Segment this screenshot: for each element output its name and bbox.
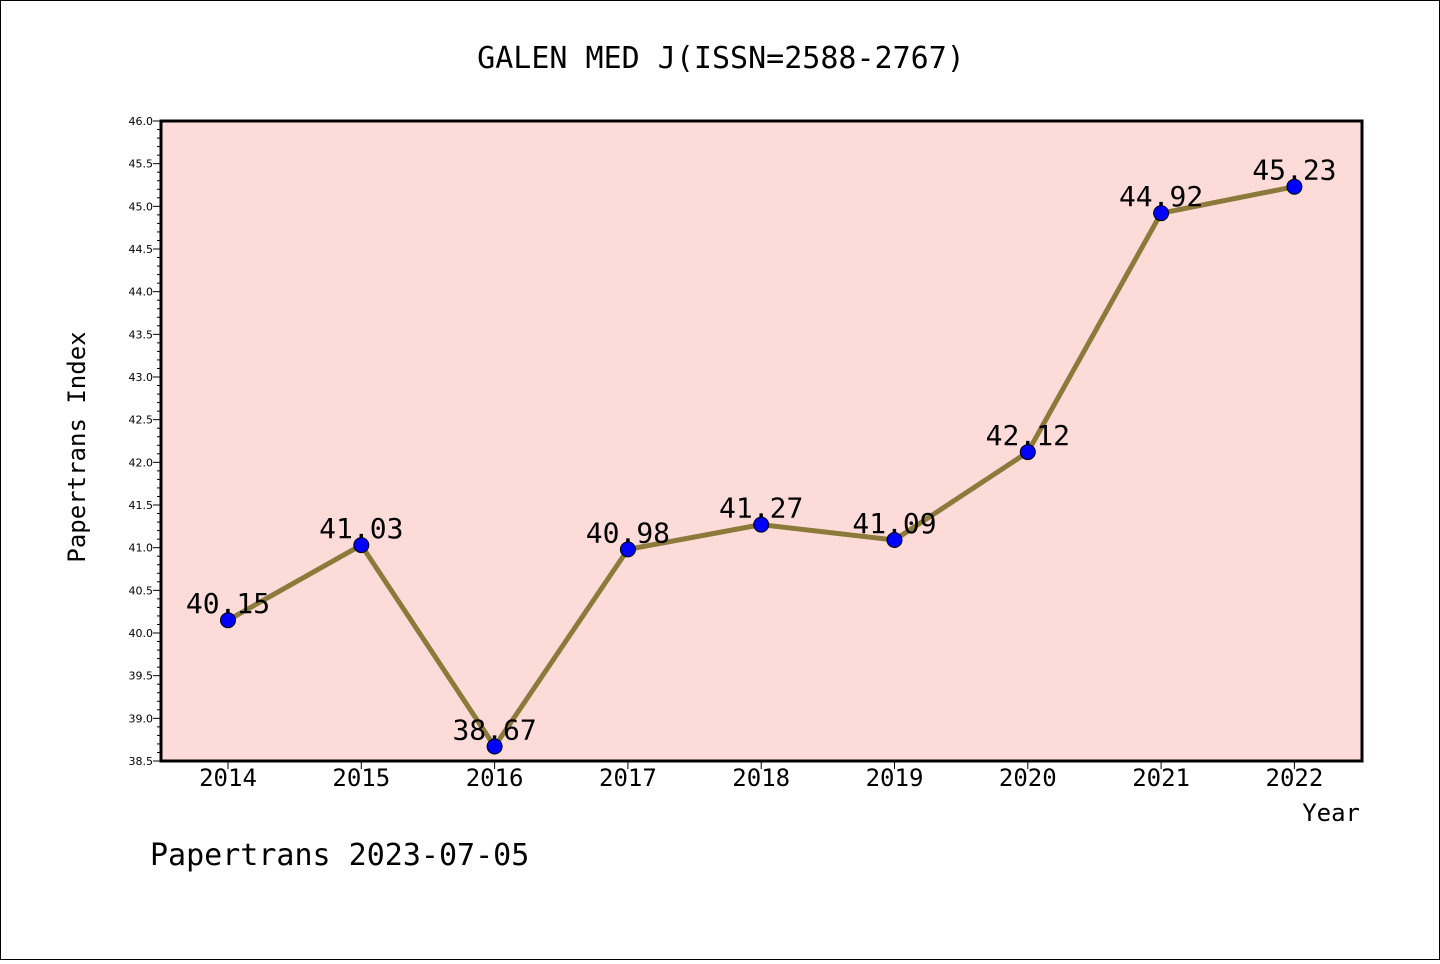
y-tick-label: 41.5 (129, 499, 154, 512)
x-axis-label: Year (1302, 799, 1360, 827)
y-tick-label: 38.5 (129, 755, 154, 768)
y-tick-label: 41.0 (129, 542, 154, 555)
y-tick-label: 43.5 (129, 328, 154, 341)
y-tick-label: 45.0 (129, 200, 154, 213)
data-label: 40.98 (586, 516, 670, 549)
y-tick-label: 43.0 (129, 371, 154, 384)
data-point (753, 516, 770, 533)
y-tick-label: 44.0 (129, 286, 154, 299)
data-label: 38.67 (452, 713, 536, 746)
y-tick-label: 39.0 (129, 712, 154, 725)
y-axis-label: Papertrans Index (63, 331, 91, 562)
data-point (220, 612, 236, 629)
x-tick-label: 2022 (1266, 764, 1324, 792)
data-label: 40.15 (186, 587, 270, 620)
data-point (619, 541, 636, 558)
y-tick-label: 44.5 (129, 243, 154, 256)
data-label: 42.12 (986, 419, 1070, 452)
x-tick-label: 2015 (332, 764, 390, 792)
x-tick-label: 2019 (866, 764, 924, 792)
y-tick-label: 40.0 (129, 627, 154, 640)
plot-area (159, 119, 1364, 763)
y-tick-label: 42.0 (129, 456, 154, 469)
data-label: 41.27 (719, 492, 803, 525)
data-label: 44.92 (1119, 180, 1203, 213)
y-tick-label: 39.5 (129, 670, 154, 683)
footer-text: Papertrans 2023-07-05 (150, 838, 529, 873)
data-point (1286, 178, 1303, 195)
y-tick-label: 45.5 (129, 158, 154, 171)
series-group (220, 178, 1303, 755)
data-point (1153, 205, 1170, 222)
data-point (1019, 444, 1036, 461)
x-tick-label: 2021 (1132, 764, 1190, 792)
x-tick-label: 2016 (466, 764, 524, 792)
data-point (486, 738, 503, 755)
x-tick-label: 2018 (732, 764, 790, 792)
x-axis: 2014 2015 2016 2017 2018 2019 2020 2021 2022 (199, 761, 1323, 792)
x-tick-label: 2020 (999, 764, 1057, 792)
x-tick-label: 2017 (599, 764, 657, 792)
chart-title: GALEN MED J(ISSN=2588-2767) (477, 41, 965, 76)
y-tick-label: 40.5 (129, 584, 154, 597)
x-tick-label: 2014 (199, 764, 257, 792)
data-label: 41.09 (852, 507, 936, 540)
data-point (353, 537, 370, 554)
y-tick-label: 46.0 (129, 115, 154, 128)
data-label: 45.23 (1252, 154, 1336, 187)
data-labels: 40.15 41.03 38.67 40.98 41.27 41.09 42.12 44.92… (186, 154, 1337, 747)
y-axis: 38.5 39.0 39.5 40.0 40.5 41.0 41.5 42.0 42.5 43.0… (129, 115, 161, 768)
data-label: 41.03 (319, 512, 403, 545)
data-point (886, 531, 903, 548)
y-tick-label: 42.5 (129, 414, 154, 427)
